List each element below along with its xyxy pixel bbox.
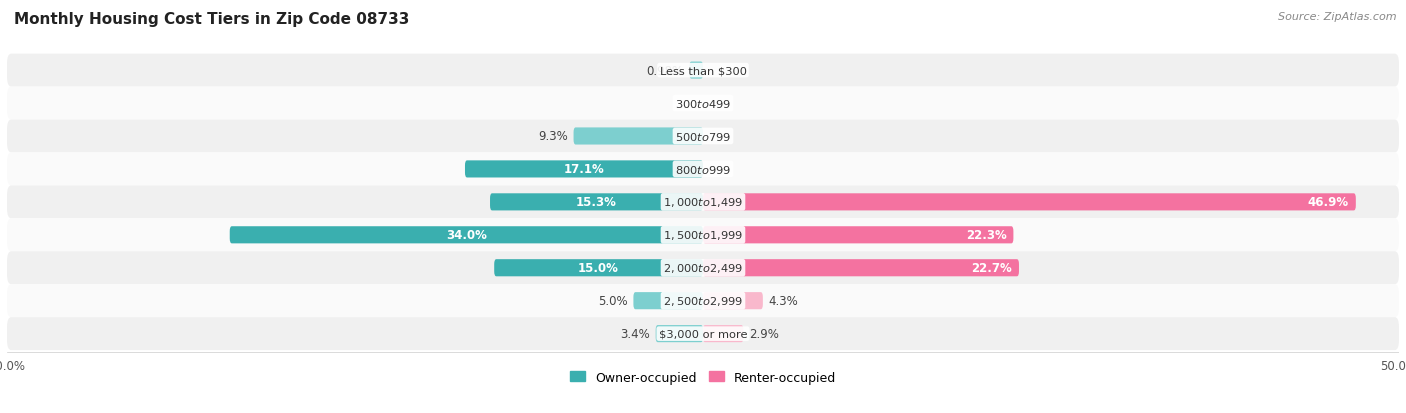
FancyBboxPatch shape xyxy=(703,194,1355,211)
FancyBboxPatch shape xyxy=(229,227,703,244)
FancyBboxPatch shape xyxy=(7,219,1399,252)
Text: 46.9%: 46.9% xyxy=(1308,196,1348,209)
Text: $500 to $799: $500 to $799 xyxy=(675,131,731,142)
FancyBboxPatch shape xyxy=(491,194,703,211)
Text: $1,000 to $1,499: $1,000 to $1,499 xyxy=(664,196,742,209)
Text: 15.0%: 15.0% xyxy=(578,261,619,275)
Text: $300 to $499: $300 to $499 xyxy=(675,98,731,110)
Text: Source: ZipAtlas.com: Source: ZipAtlas.com xyxy=(1278,12,1396,22)
FancyBboxPatch shape xyxy=(574,128,703,145)
Text: $3,000 or more: $3,000 or more xyxy=(659,329,747,339)
FancyBboxPatch shape xyxy=(465,161,703,178)
Text: 0.98%: 0.98% xyxy=(647,64,683,77)
FancyBboxPatch shape xyxy=(703,325,744,342)
FancyBboxPatch shape xyxy=(689,62,703,79)
Text: 4.3%: 4.3% xyxy=(769,294,799,307)
Text: $800 to $999: $800 to $999 xyxy=(675,164,731,176)
Text: $2,500 to $2,999: $2,500 to $2,999 xyxy=(664,294,742,307)
Text: 5.0%: 5.0% xyxy=(598,294,628,307)
FancyBboxPatch shape xyxy=(655,325,703,342)
FancyBboxPatch shape xyxy=(7,285,1399,317)
Text: $1,500 to $1,999: $1,500 to $1,999 xyxy=(664,229,742,242)
FancyBboxPatch shape xyxy=(703,227,1014,244)
Text: 2.9%: 2.9% xyxy=(749,328,779,340)
FancyBboxPatch shape xyxy=(7,252,1399,285)
FancyBboxPatch shape xyxy=(703,292,763,309)
FancyBboxPatch shape xyxy=(7,88,1399,120)
FancyBboxPatch shape xyxy=(7,120,1399,153)
Text: 22.3%: 22.3% xyxy=(966,229,1007,242)
FancyBboxPatch shape xyxy=(7,186,1399,219)
FancyBboxPatch shape xyxy=(7,317,1399,350)
Text: 9.3%: 9.3% xyxy=(538,130,568,143)
Text: 15.3%: 15.3% xyxy=(576,196,617,209)
Text: 22.7%: 22.7% xyxy=(972,261,1012,275)
FancyBboxPatch shape xyxy=(633,292,703,309)
Text: 34.0%: 34.0% xyxy=(446,229,486,242)
FancyBboxPatch shape xyxy=(495,259,703,277)
Text: Less than $300: Less than $300 xyxy=(659,66,747,76)
Text: $2,000 to $2,499: $2,000 to $2,499 xyxy=(664,261,742,275)
FancyBboxPatch shape xyxy=(7,55,1399,88)
Legend: Owner-occupied, Renter-occupied: Owner-occupied, Renter-occupied xyxy=(565,366,841,389)
FancyBboxPatch shape xyxy=(7,153,1399,186)
Text: Monthly Housing Cost Tiers in Zip Code 08733: Monthly Housing Cost Tiers in Zip Code 0… xyxy=(14,12,409,27)
Text: 3.4%: 3.4% xyxy=(620,328,650,340)
Text: 17.1%: 17.1% xyxy=(564,163,605,176)
FancyBboxPatch shape xyxy=(703,259,1019,277)
